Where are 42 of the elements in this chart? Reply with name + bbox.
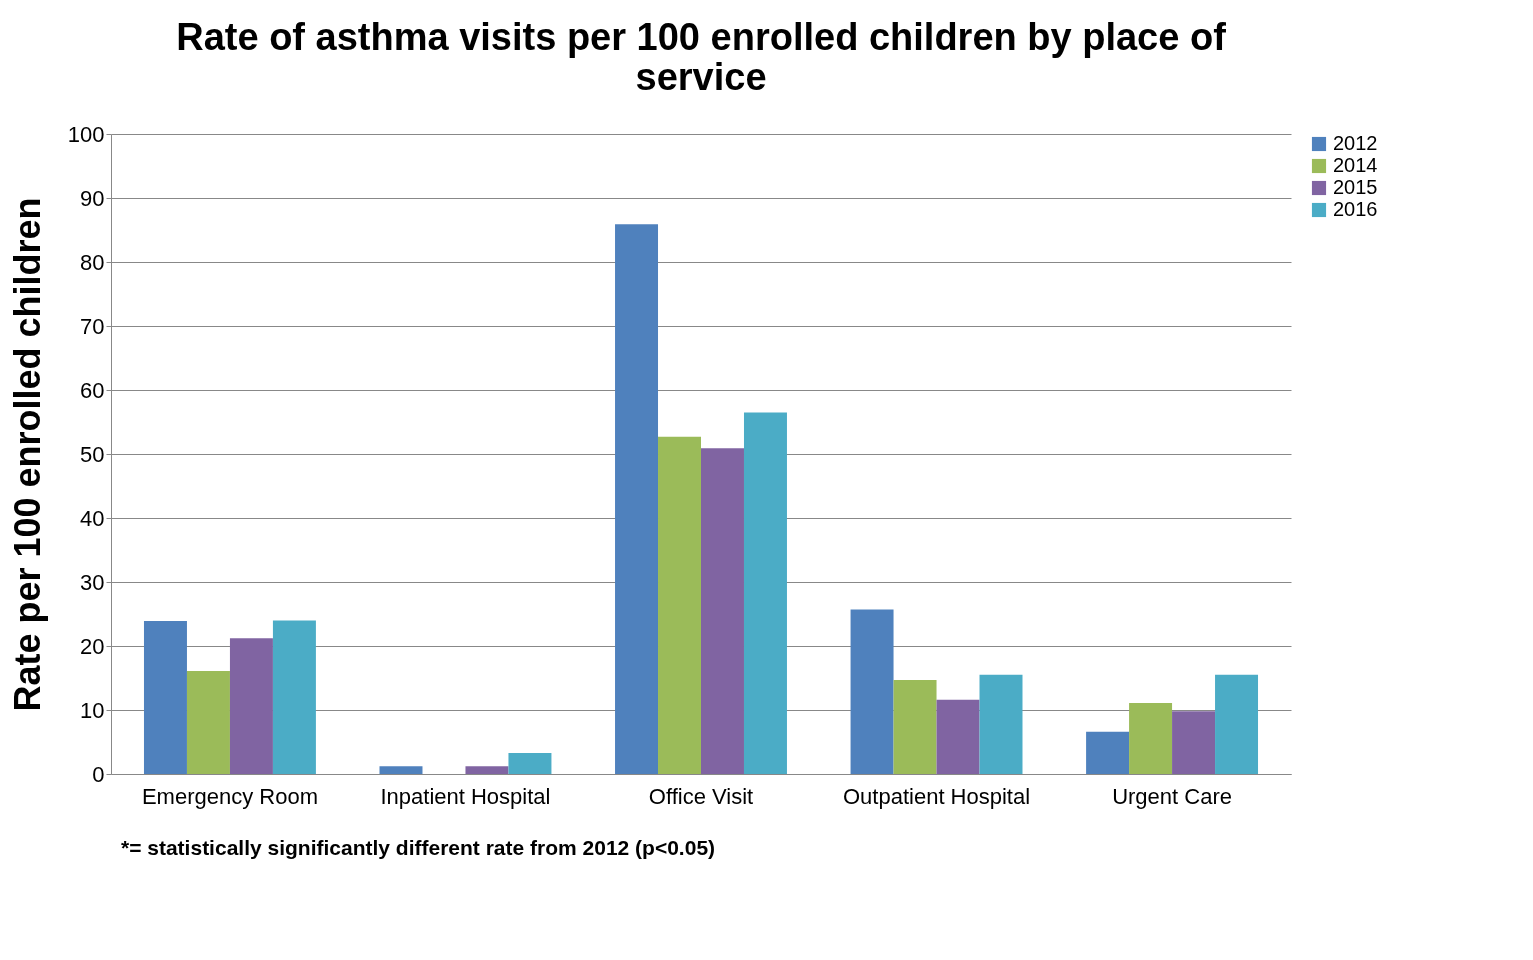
- bar: [893, 679, 937, 774]
- bar: [379, 766, 423, 774]
- bar: [1215, 674, 1259, 774]
- legend-label: 2015: [1333, 176, 1378, 198]
- bar: [1129, 702, 1173, 774]
- bar: [615, 224, 659, 774]
- bar: [186, 670, 230, 774]
- text: *= statistically significantly different rate from 2012 (p<0.05): [121, 836, 716, 859]
- x-tick-label: Outpatient Hospital: [842, 783, 1031, 809]
- x-tick-label: Inpatient Hospital: [380, 783, 551, 809]
- y-tick-label: 60: [80, 377, 105, 403]
- x-tick-label: Emergency Room: [141, 783, 318, 809]
- y-tick-label: 10: [80, 697, 105, 723]
- y-tick-label: 0: [92, 761, 105, 787]
- bar: [465, 766, 509, 774]
- legend-label: 2012: [1333, 132, 1378, 154]
- bar: [658, 436, 701, 774]
- y-tick-label: 40: [80, 505, 105, 531]
- x-tick-label: Urgent Care: [1112, 783, 1232, 809]
- bar: [743, 412, 787, 774]
- x-tick-label: Office Visit: [648, 783, 754, 809]
- bar: [1172, 711, 1216, 774]
- bar: [143, 621, 187, 774]
- bar: [979, 674, 1023, 774]
- y-tick-label: 80: [80, 249, 105, 275]
- bar: [508, 752, 552, 774]
- y-tick-label: 90: [80, 185, 105, 211]
- y-tick-label: 50: [80, 441, 105, 467]
- y-tick-label: 30: [80, 569, 105, 595]
- legend-label: 2014: [1333, 154, 1378, 176]
- y-tick-label: 70: [80, 313, 105, 339]
- bar: [229, 638, 273, 774]
- bar: [936, 699, 980, 774]
- chart-title: Rate of asthma visits per 100 enrolled children by place of service: [176, 16, 1227, 98]
- y-tick-label: 100: [67, 121, 105, 147]
- y-tick-label: 20: [80, 633, 105, 659]
- bar: [850, 609, 894, 774]
- legend-label: 2016: [1333, 198, 1378, 220]
- bar: [272, 620, 316, 774]
- bar: [701, 448, 744, 774]
- bar: [1086, 731, 1130, 774]
- y-axis-title: Rate per 100 enrolled children: [6, 197, 48, 712]
